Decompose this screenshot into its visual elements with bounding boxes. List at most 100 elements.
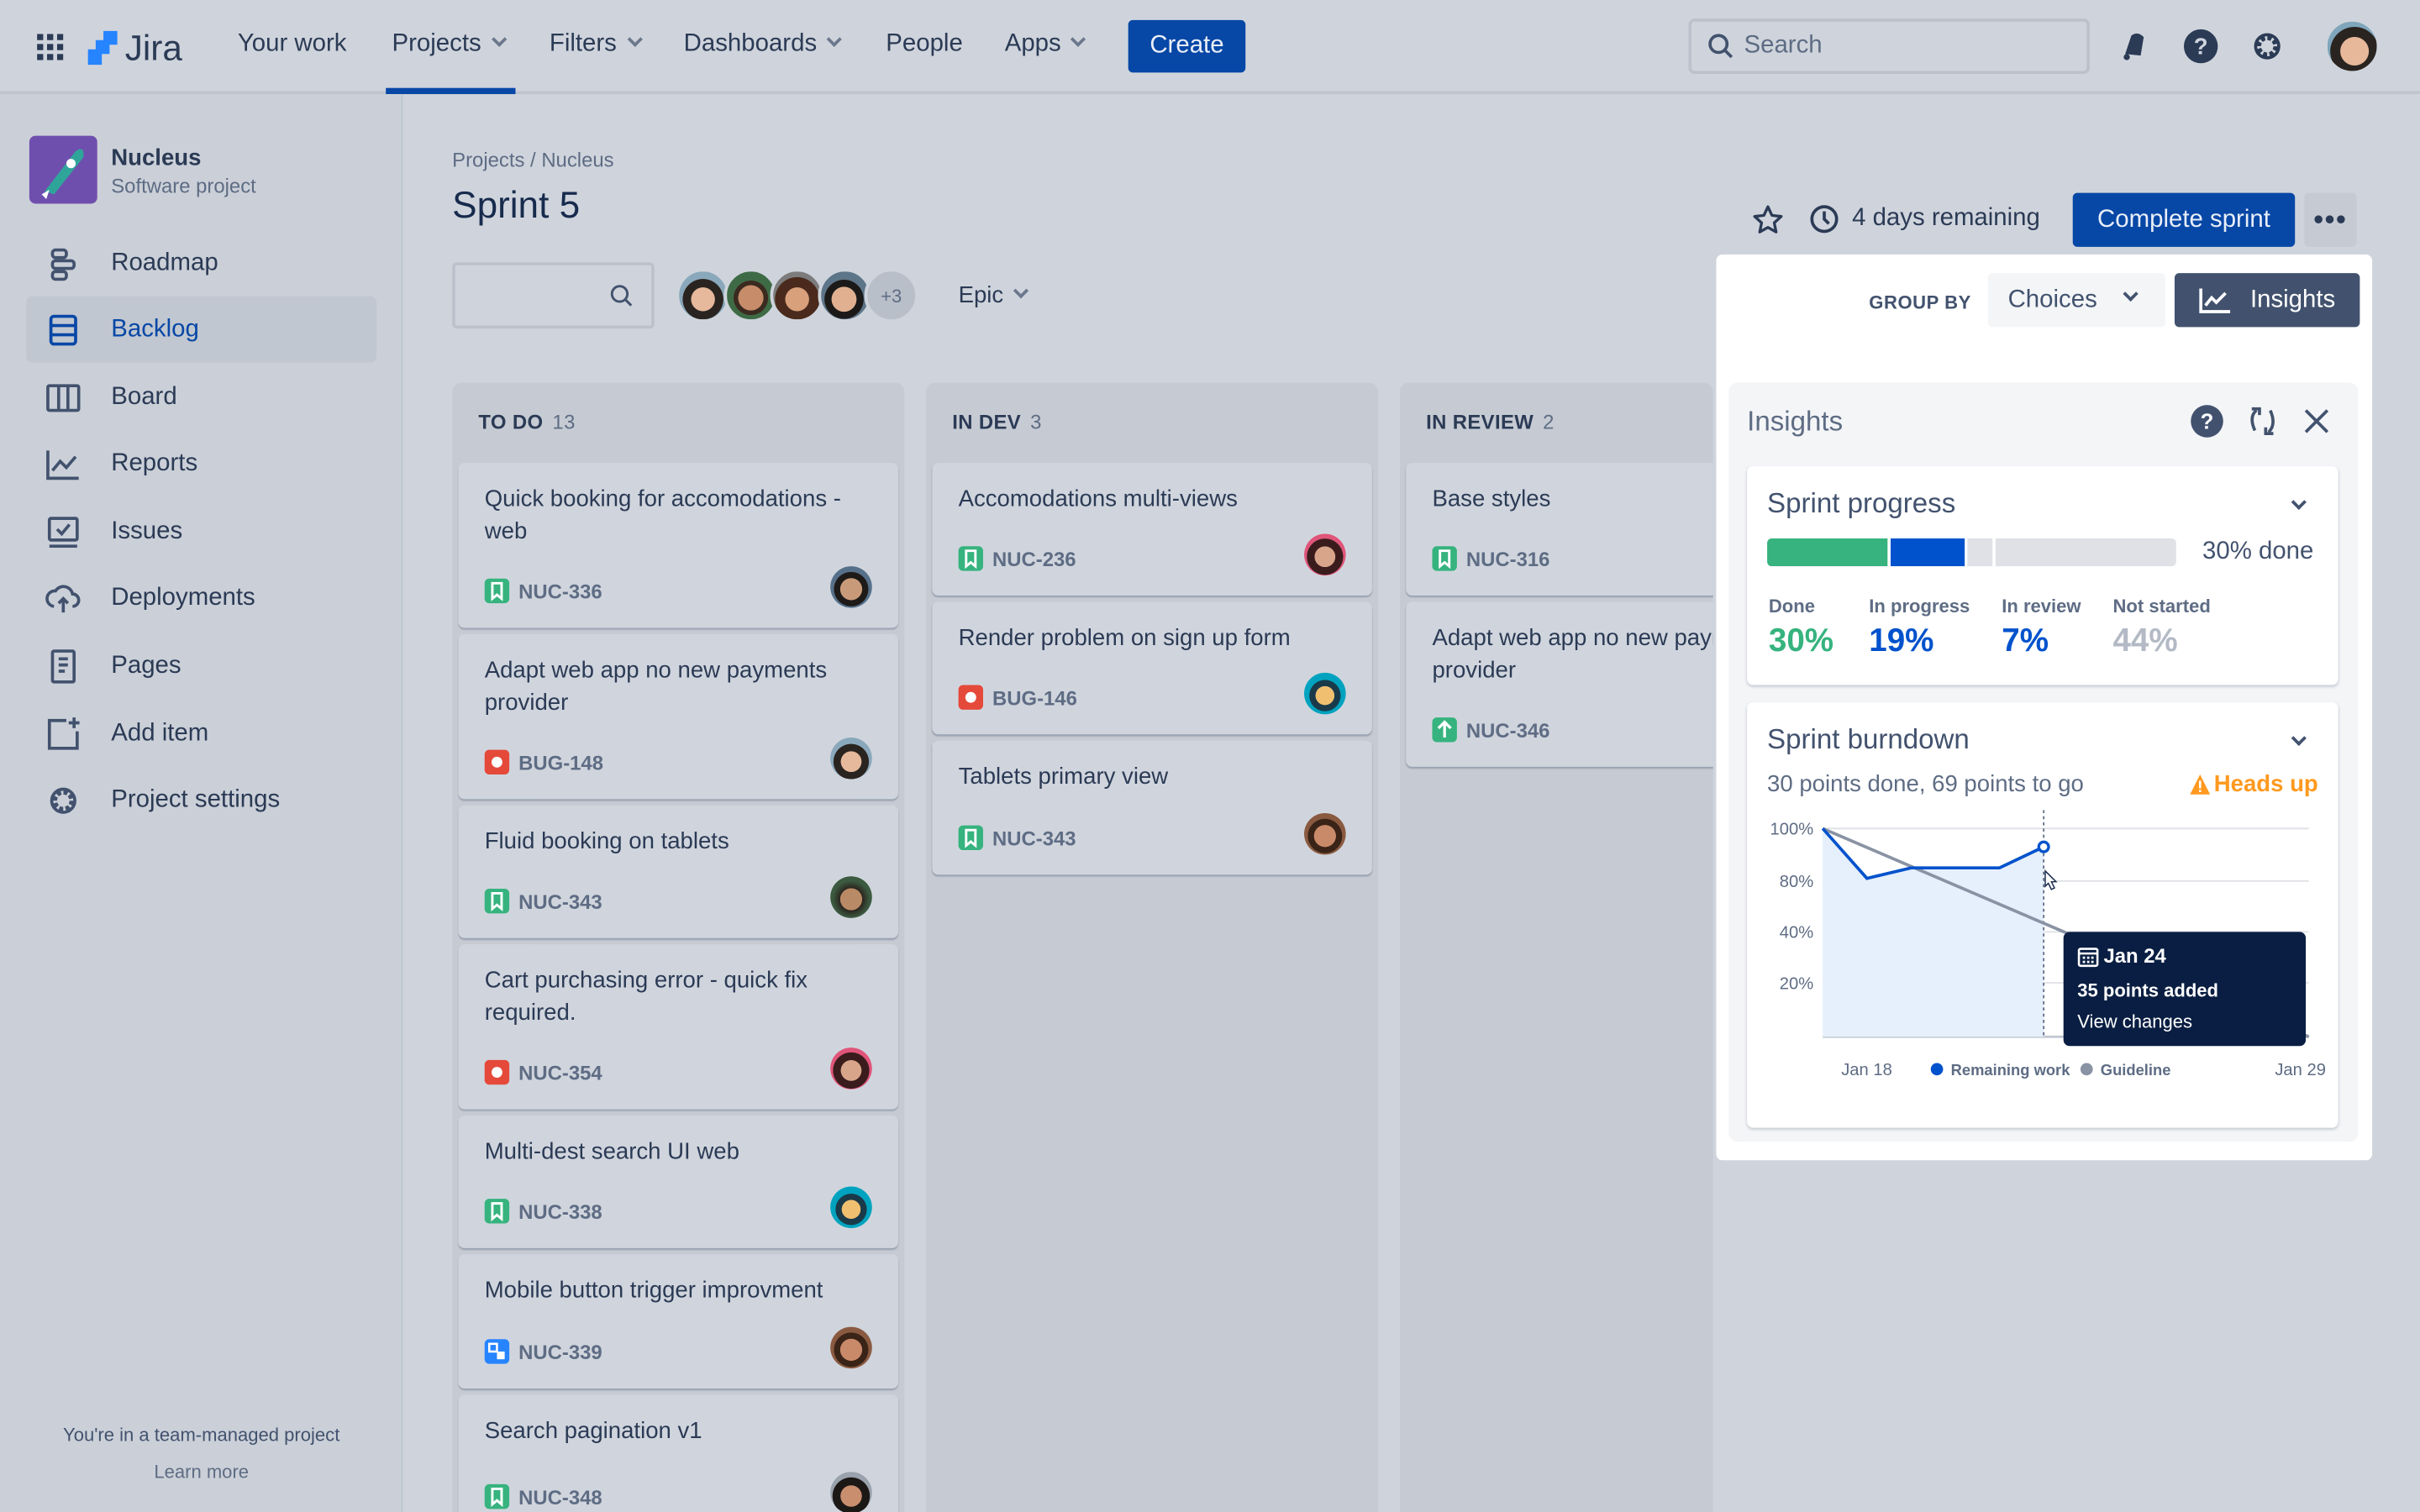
nav-your-work[interactable]: Your work [238, 31, 347, 59]
help-icon[interactable]: ? [2182, 28, 2219, 65]
search-icon [610, 285, 633, 307]
app-switcher-icon[interactable] [37, 34, 64, 60]
assignee-avatar[interactable] [1304, 812, 1346, 855]
complete-sprint-button[interactable]: Complete sprint [2072, 192, 2296, 247]
issue-title: Tablets primary view [958, 764, 1169, 790]
story-icon [484, 888, 510, 914]
rocket-icon [41, 149, 84, 199]
sidebar-item-label: Issues [111, 517, 183, 544]
issue-card[interactable]: Quick booking for accomodations - web NUC… [458, 463, 898, 628]
assignee-avatar[interactable] [830, 1186, 872, 1229]
assignee-avatar[interactable] [676, 268, 730, 323]
assignee-avatar[interactable] [830, 876, 872, 918]
breadcrumb[interactable]: Projects / Nucleus [452, 148, 614, 171]
hand-cursor-icon [2044, 869, 2058, 890]
assignee-avatar[interactable] [830, 1326, 872, 1369]
assignee-avatar[interactable] [1304, 533, 1346, 576]
nav-people[interactable]: People [886, 31, 963, 59]
heads-up-warning[interactable]: Heads up [2191, 771, 2318, 798]
remaining-work-series [1821, 827, 2044, 880]
settings-icon[interactable] [2250, 29, 2284, 63]
user-avatar[interactable] [2324, 18, 2381, 75]
issue-card[interactable]: Fluid booking on tablets NUC-343 [458, 805, 898, 938]
issue-card[interactable]: Adapt web app no new payments provider BU… [458, 633, 898, 800]
search-icon [1708, 34, 1733, 59]
issue-key: NUC-338 [518, 1200, 602, 1223]
create-button[interactable]: Create [1128, 19, 1246, 73]
column-name: IN DEV [952, 410, 1022, 434]
chevron-down-icon[interactable] [2291, 730, 2307, 746]
refresh-icon[interactable] [2247, 404, 2278, 438]
more-options-button[interactable]: ••• [2304, 192, 2357, 247]
sidebar-item-add-item[interactable]: Add item [26, 701, 376, 767]
column-header: IN DEV 3 [952, 411, 1042, 434]
sidebar-item-roadmap[interactable]: Roadmap [26, 230, 376, 297]
chevron-down-icon [626, 31, 643, 47]
learn-more-link[interactable]: Learn more [154, 1461, 250, 1483]
sidebar-item-issues[interactable]: Issues [26, 498, 376, 564]
nav-projects[interactable]: Projects [392, 31, 507, 59]
sidebar-item-label: Backlog [111, 315, 199, 342]
assignee-avatar[interactable] [770, 268, 824, 323]
sidebar-item-reports[interactable]: Reports [26, 430, 376, 496]
more-assignees-badge[interactable]: +3 [864, 268, 918, 323]
nav-filters[interactable]: Filters [549, 30, 643, 59]
issue-card[interactable]: Multi-dest search UI web NUC-338 [458, 1115, 898, 1248]
issue-title: Accomodations multi-views [958, 486, 1238, 512]
board-search-input[interactable] [452, 262, 655, 329]
star-icon[interactable] [1752, 203, 1785, 236]
sprint-progress-card: Sprint progress 30% done Done 30% In progr… [1747, 465, 2338, 685]
issue-key: BUG-148 [518, 750, 604, 774]
issue-card[interactable]: Search pagination v1 NUC-348 [458, 1394, 898, 1512]
add-item-icon [47, 717, 80, 749]
nav-label: Filters [549, 30, 617, 57]
notifications-icon[interactable] [2119, 31, 2150, 62]
close-icon[interactable] [2302, 407, 2330, 435]
issue-card[interactable]: Tablets primary view NUC-343 [932, 740, 1372, 875]
chevron-down-icon[interactable] [2291, 494, 2307, 510]
chevron-down-icon [1071, 31, 1086, 47]
assignee-avatar[interactable] [1304, 672, 1346, 715]
group-by-select[interactable]: Choices [1987, 273, 2165, 328]
sidebar-item-pages[interactable]: Pages [26, 633, 376, 699]
legend-label: Remaining work [1951, 1061, 2071, 1079]
assignee-avatar[interactable] [818, 268, 872, 323]
warning-icon [2191, 774, 2212, 795]
sidebar-item-project-settings[interactable]: Project settings [26, 767, 376, 833]
project-type: Software project [111, 174, 256, 198]
help-icon[interactable]: ? [2190, 404, 2223, 438]
column-header: TO DO 13 [478, 411, 575, 434]
search-input[interactable]: Search [1688, 18, 2090, 75]
stat-value: 7% [2002, 623, 2049, 659]
issue-card[interactable]: Adapt web app no new payments provider NU… [1406, 601, 1713, 767]
y-tick-label: 100% [1770, 821, 1814, 839]
issue-card[interactable]: Render problem on sign up form BUG-146 [932, 601, 1372, 735]
sidebar-item-deployments[interactable]: Deployments [26, 564, 376, 631]
jira-logo[interactable]: Jira [85, 28, 182, 70]
issue-card[interactable]: Base styles NUC-316 [1406, 463, 1713, 596]
issue-title: Adapt web app no new payments provider [1432, 624, 1712, 684]
assignee-avatar[interactable] [830, 737, 872, 780]
chart-icon [2199, 287, 2231, 312]
issue-card[interactable]: Cart purchasing error - quick fix requir… [458, 944, 898, 1110]
assignee-avatar[interactable] [830, 566, 872, 608]
epic-filter-dropdown[interactable]: Epic [959, 282, 1029, 308]
gear-icon [50, 786, 76, 813]
issue-card[interactable]: Mobile button trigger improvment NUC-339 [458, 1254, 898, 1389]
tooltip-date: Jan 24 [2103, 944, 2166, 968]
assignee-avatar[interactable] [830, 1047, 872, 1089]
nav-apps[interactable]: Apps [1005, 31, 1086, 59]
sidebar-item-board[interactable]: Board [26, 364, 376, 430]
insights-toggle-button[interactable]: Insights [2174, 273, 2360, 328]
data-point [2037, 840, 2050, 853]
assignee-avatar[interactable] [830, 1472, 872, 1512]
issue-card[interactable]: Accomodations multi-views NUC-236 [932, 463, 1372, 596]
board-icon [46, 383, 81, 412]
legend-swatch [2080, 1063, 2093, 1076]
view-changes-link[interactable]: View changes [2077, 1011, 2193, 1032]
issue-title: Render problem on sign up form [958, 624, 1291, 652]
nav-dashboards[interactable]: Dashboards [684, 31, 843, 59]
issue-title: Fluid booking on tablets [484, 828, 729, 855]
sidebar-item-backlog[interactable]: Backlog [26, 296, 377, 363]
svg-text:?: ? [2194, 33, 2208, 59]
